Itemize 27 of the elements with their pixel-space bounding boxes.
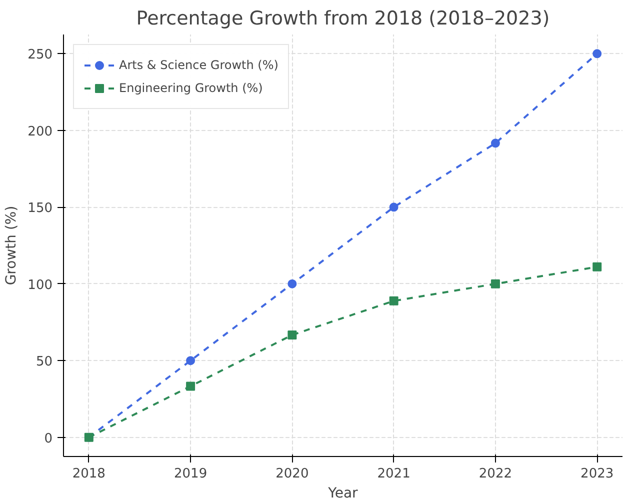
x-tick-label: 2020 xyxy=(276,466,309,482)
point xyxy=(288,279,297,288)
point xyxy=(186,356,196,366)
point xyxy=(186,382,196,391)
x-tick-label: 2023 xyxy=(580,466,614,482)
point xyxy=(592,49,602,58)
x-axis-title: Year xyxy=(327,486,358,502)
legend-label: Engineering Growth (%) xyxy=(119,81,263,95)
chart-title: Percentage Growth from 2018 (2018–2023) xyxy=(136,8,550,30)
y-tick-label: 0 xyxy=(44,431,53,446)
point xyxy=(490,279,500,288)
y-tick-label: 250 xyxy=(28,48,53,63)
point xyxy=(592,262,602,272)
y-tick-label: 200 xyxy=(28,124,53,140)
y-tick-label: 50 xyxy=(36,354,53,370)
point xyxy=(389,202,398,212)
point xyxy=(389,296,398,306)
x-tick-label: 2021 xyxy=(377,466,410,482)
y-tick-label: 100 xyxy=(28,278,53,293)
x-tick-label: 2022 xyxy=(478,466,512,482)
point xyxy=(490,138,500,148)
x-tick-label: 2019 xyxy=(174,466,208,482)
x-tick-label: 2018 xyxy=(72,466,106,482)
legend-label: Arts & Science Growth (%) xyxy=(119,58,278,72)
y-tick-label: 150 xyxy=(28,201,53,216)
point xyxy=(288,330,297,340)
y-axis-title: Growth (%) xyxy=(4,206,20,286)
